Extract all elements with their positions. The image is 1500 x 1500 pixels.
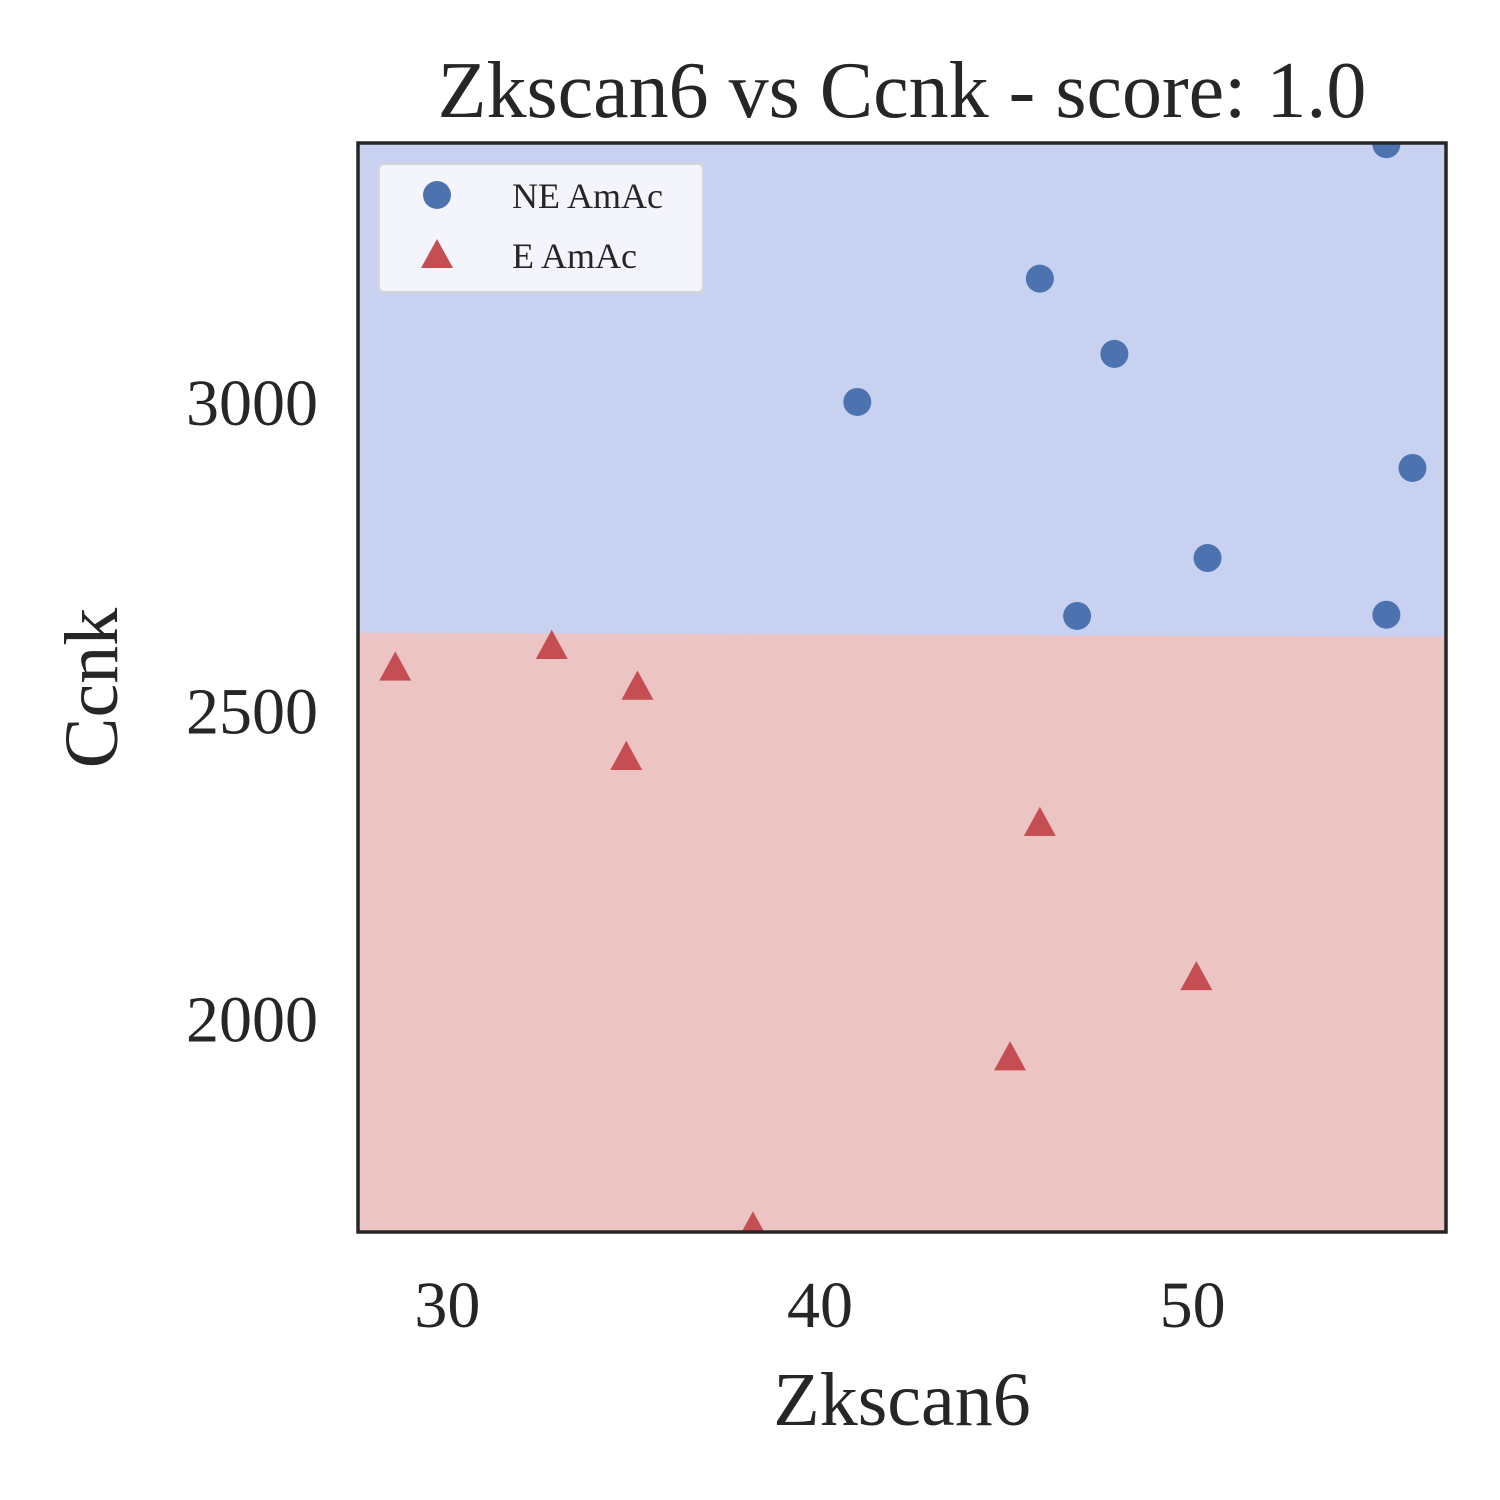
point-ne-amac <box>1398 453 1427 482</box>
plot-area <box>358 143 1446 1232</box>
x-axis-label: Zkscan6 <box>773 1358 1030 1442</box>
x-tick-label: 40 <box>787 1269 853 1342</box>
legend-marker-triangle <box>421 239 453 268</box>
x-axis-ticks: 30 40 50 <box>414 1269 1225 1342</box>
plot-frame <box>356 141 1448 1234</box>
x-tick-label: 30 <box>414 1269 480 1342</box>
point-e-amac <box>535 629 568 660</box>
point-ne-amac <box>1372 143 1401 159</box>
point-ne-amac <box>1025 264 1054 293</box>
legend-marker-circle <box>423 181 451 209</box>
data-points <box>379 143 1427 1232</box>
point-ne-amac <box>1100 339 1129 368</box>
chart-title: Zkscan6 vs Ccnk - score: 1.0 <box>438 47 1367 135</box>
point-e-amac <box>610 740 643 771</box>
point-e-amac <box>621 670 654 700</box>
point-e-amac <box>741 1211 765 1232</box>
point-e-amac <box>994 1041 1027 1071</box>
y-tick-label: 3000 <box>186 367 318 440</box>
point-ne-amac <box>1193 544 1222 573</box>
point-e-amac <box>379 651 412 681</box>
y-tick-label: 2000 <box>186 984 318 1057</box>
point-e-amac <box>1023 806 1056 837</box>
legend-label-ne-amac: NE AmAc <box>512 176 663 216</box>
legend: NE AmAc E AmAc <box>378 163 704 293</box>
y-tick-label: 2500 <box>186 675 318 748</box>
point-ne-amac <box>1372 600 1401 629</box>
legend-frame <box>378 163 704 293</box>
legend-label-e-amac: E AmAc <box>512 236 637 276</box>
point-e-amac <box>1180 960 1213 991</box>
x-tick-label: 50 <box>1160 1269 1226 1342</box>
point-ne-amac <box>1063 601 1092 630</box>
y-axis-ticks: 2000 2500 3000 <box>186 367 318 1057</box>
point-ne-amac <box>843 387 872 416</box>
decision-region-e <box>358 632 1446 1232</box>
y-axis-label: Ccnk <box>50 608 134 768</box>
